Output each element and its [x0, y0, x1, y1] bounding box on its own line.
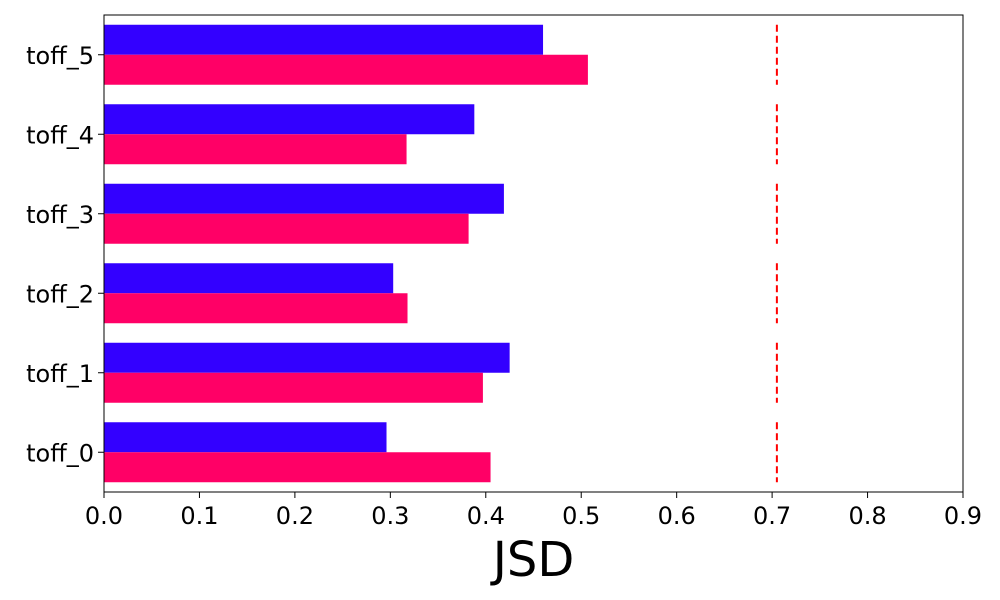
bar-toff_1-series-1: [104, 342, 510, 373]
bar-toff_0-series-1: [104, 422, 387, 453]
x-tick-label: 0.5: [562, 502, 600, 530]
x-tick-label: 0.1: [180, 502, 218, 530]
bar-toff_4-series-1: [104, 104, 475, 135]
x-tick-label: 0.7: [753, 502, 791, 530]
y-tick-label: toff_4: [26, 121, 94, 149]
y-tick-label: toff_0: [26, 439, 94, 467]
y-axis-ticks: toff_0 toff_1 toff_2 toff_3 toff_4 toff_5: [26, 42, 104, 467]
bar-toff_5-series-1: [104, 24, 544, 55]
x-tick-label: 0.9: [944, 502, 982, 530]
x-tick-label: 0.0: [85, 502, 123, 530]
bar-toff_0-series-2: [104, 452, 491, 483]
bar-toff_2-series-1: [104, 263, 394, 294]
y-tick-label: toff_5: [26, 42, 94, 70]
y-tick-label: toff_2: [26, 280, 94, 308]
x-tick-label: 0.4: [467, 502, 505, 530]
bar-toff_5-series-2: [104, 54, 588, 85]
bar-toff_4-series-2: [104, 134, 407, 165]
bar-toff_3-series-2: [104, 213, 469, 244]
x-tick-label: 0.8: [848, 502, 886, 530]
bar-toff_2-series-2: [104, 293, 408, 324]
y-tick-label: toff_3: [26, 201, 94, 229]
bars-layer: [104, 24, 588, 483]
x-axis-ticks: 0.0 0.1 0.2 0.3 0.4 0.5 0.6 0.7 0.8 0.9: [85, 492, 982, 530]
plot-frame: [103, 14, 964, 493]
x-tick-label: 0.2: [276, 502, 314, 530]
x-axis-label: JSD: [490, 532, 575, 588]
bar-toff_3-series-1: [104, 183, 504, 214]
x-tick-label: 0.3: [371, 502, 409, 530]
bar-toff_1-series-2: [104, 372, 483, 403]
x-tick-label: 0.6: [658, 502, 696, 530]
y-tick-label: toff_1: [26, 360, 94, 388]
